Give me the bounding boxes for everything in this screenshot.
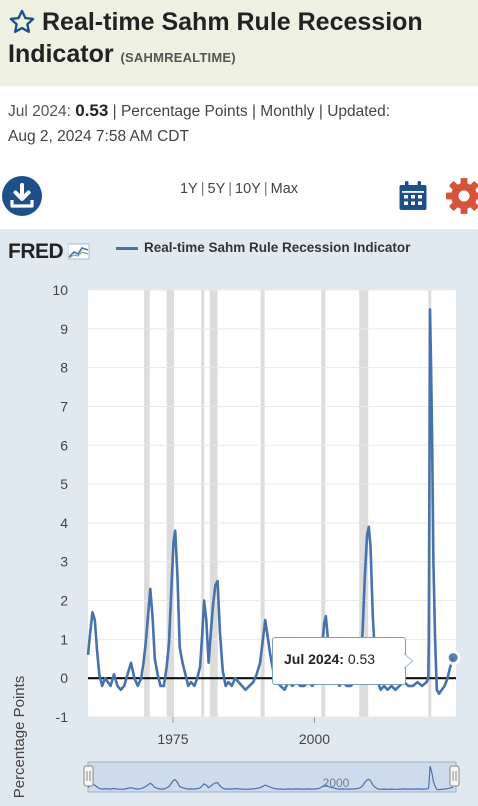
settings-gear-icon[interactable] [444,176,478,216]
date-range-selector: 1Y | 5Y | 10Y | Max [179,181,299,197]
y-tick-label: 2 [60,593,68,609]
y-axis-label: Percentage Points [11,676,28,799]
tooltip-text: Jul 2024: 0.53 [284,651,375,667]
favorite-star-icon[interactable] [8,8,36,36]
series-code: (SAHMREALTIME) [120,50,236,65]
y-tick-label: 5 [60,476,68,492]
fred-logo: FRED [8,240,90,266]
x-tick-label: 2000 [299,731,330,747]
navigator-series-line [87,766,454,791]
fred-chart-icon [67,243,90,260]
range-max[interactable]: Max [270,181,299,197]
y-tick-label: 4 [60,515,68,531]
fred-logo-text: FRED [8,240,64,263]
range-1y[interactable]: 1Y [179,181,198,197]
chart-legend: Real-time Sahm Rule Recession Indicator [116,240,410,255]
navigator-left-handle[interactable] [83,765,94,787]
range-5y[interactable]: 5Y [207,181,226,197]
recession-band-4 [209,290,218,717]
navigator-label: 2000 [323,776,350,790]
page-title: Real-time Sahm Rule Recession Indicator … [8,6,474,74]
series-meta: Jul 2024: 0.53 | Percentage Points | Mon… [8,98,470,149]
recession-band-3 [201,290,205,717]
legend-label: Real-time Sahm Rule Recession Indicator [144,240,411,255]
calendar-icon[interactable] [398,180,428,212]
series-line [86,308,455,695]
range-10y[interactable]: 10Y [235,181,261,197]
observation-date: Jul 2024: [8,103,71,120]
download-button[interactable] [2,176,42,216]
y-tick-label: 1 [60,631,68,647]
x-tick-label: 1975 [157,731,188,747]
legend-swatch [116,246,138,250]
y-tick-label: -1 [56,709,69,725]
series-details: | Percentage Points | Monthly | Updated: [112,103,391,120]
y-tick-label: 9 [60,321,68,337]
tooltip-date: Jul 2024: [284,651,344,667]
series-title: Real-time Sahm Rule Recession Indicator [8,8,423,68]
y-tick-label: 0 [60,670,68,686]
navigator-window[interactable] [87,761,457,793]
y-tick-label: 7 [60,398,68,414]
observation-value: 0.53 [75,101,109,120]
chart-toolbar: 1Y | 5Y | 10Y | Max [0,172,478,220]
hover-data-point[interactable] [445,650,461,666]
tooltip-arrow-fill [404,654,412,668]
series-header [0,0,478,86]
y-tick-label: 10 [52,282,68,298]
x-axis-ticks: 1975 2000 [157,717,330,747]
recession-band-2 [166,290,175,717]
tooltip-value: 0.53 [347,651,376,667]
recession-band-6 [321,290,326,717]
recession-band-5 [260,290,265,717]
line-chart: -1 0 1 2 3 4 5 6 7 8 9 10 1975 2000 Percentage Point… [11,282,461,799]
recession-band-1 [144,290,150,717]
y-tick-label: 8 [60,360,68,376]
data-tooltip [272,637,406,685]
updated-time: Aug 2, 2024 7:58 AM CDT [8,128,189,145]
y-tick-label: 3 [60,554,68,570]
y-tick-label: 6 [60,437,68,453]
y-axis-ticks: -1 0 1 2 3 4 5 6 7 8 9 10 [52,282,68,725]
download-icon [10,183,34,208]
recession-band-7 [359,290,369,717]
navigator-right-handle[interactable] [449,765,460,787]
